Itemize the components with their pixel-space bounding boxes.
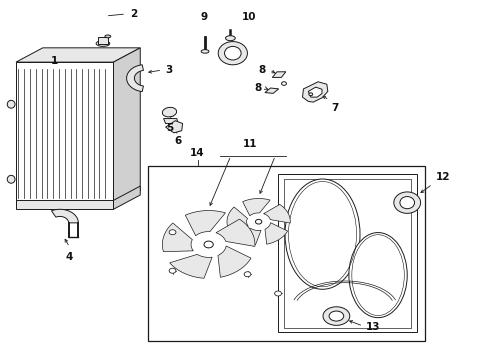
Ellipse shape [96, 41, 110, 46]
Polygon shape [162, 223, 194, 252]
Polygon shape [166, 121, 183, 133]
Ellipse shape [169, 268, 176, 273]
Ellipse shape [7, 100, 15, 108]
Text: 10: 10 [242, 12, 256, 22]
Bar [278, 174, 417, 332]
Polygon shape [308, 87, 322, 97]
Ellipse shape [218, 41, 247, 65]
Ellipse shape [169, 230, 176, 235]
Polygon shape [264, 204, 290, 223]
Polygon shape [218, 246, 251, 277]
Ellipse shape [225, 36, 235, 41]
Polygon shape [302, 82, 328, 102]
Ellipse shape [105, 35, 111, 38]
Text: 1: 1 [50, 56, 58, 66]
Text: 8: 8 [254, 83, 262, 93]
Text: 11: 11 [243, 139, 258, 149]
Polygon shape [272, 72, 286, 77]
Bar [98, 37, 108, 44]
Text: 5: 5 [166, 123, 173, 133]
Polygon shape [170, 255, 212, 278]
Polygon shape [265, 223, 288, 244]
Ellipse shape [285, 179, 360, 289]
Ellipse shape [7, 175, 15, 183]
Ellipse shape [201, 50, 209, 53]
Ellipse shape [329, 311, 343, 321]
Bar [16, 201, 114, 209]
Ellipse shape [162, 107, 176, 117]
Ellipse shape [349, 233, 407, 318]
Bar [16, 62, 114, 205]
Circle shape [204, 241, 213, 248]
Polygon shape [16, 48, 140, 62]
Ellipse shape [244, 272, 251, 277]
Text: 6: 6 [174, 136, 181, 147]
Polygon shape [185, 211, 225, 236]
Ellipse shape [224, 46, 241, 60]
Polygon shape [114, 48, 140, 205]
Text: 9: 9 [200, 12, 207, 22]
Text: 2: 2 [130, 9, 138, 19]
Polygon shape [227, 207, 248, 227]
Text: 8: 8 [259, 65, 266, 75]
Polygon shape [243, 198, 270, 216]
Ellipse shape [394, 192, 420, 213]
Ellipse shape [309, 93, 313, 96]
Polygon shape [51, 209, 78, 223]
Text: 12: 12 [436, 172, 450, 182]
Ellipse shape [282, 82, 287, 85]
Polygon shape [265, 88, 279, 93]
Polygon shape [216, 219, 255, 247]
Bar [284, 179, 411, 328]
Polygon shape [114, 186, 140, 209]
Text: 4: 4 [66, 252, 74, 262]
Polygon shape [164, 118, 178, 123]
Text: 7: 7 [331, 103, 338, 113]
Ellipse shape [323, 307, 350, 325]
Ellipse shape [400, 197, 415, 209]
Text: 13: 13 [366, 323, 380, 333]
Polygon shape [232, 229, 261, 245]
Circle shape [255, 219, 262, 224]
Polygon shape [126, 65, 144, 91]
Bar [147, 166, 425, 341]
Text: 14: 14 [190, 148, 205, 158]
Ellipse shape [275, 291, 281, 296]
Text: 3: 3 [166, 65, 173, 75]
